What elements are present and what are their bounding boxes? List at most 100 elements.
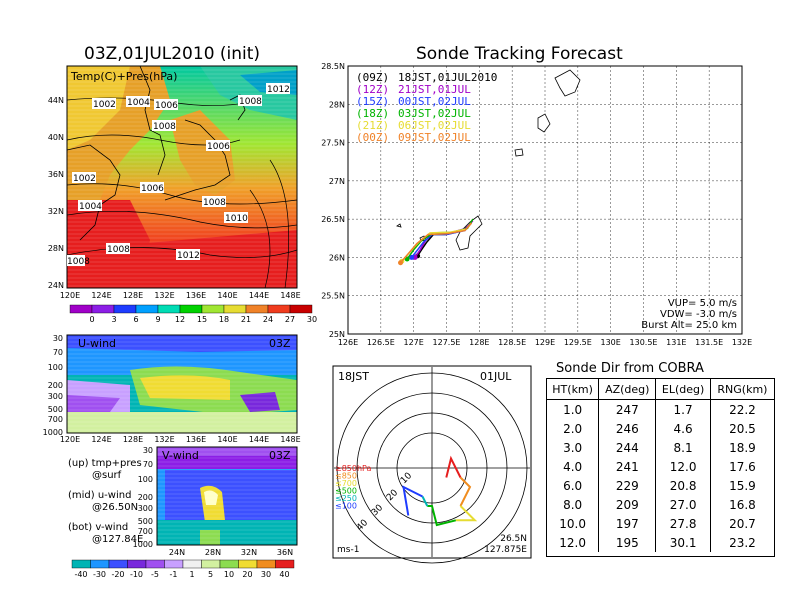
pressure-tick-label: 100 xyxy=(48,363,63,372)
col-header-rng: RNG(km) xyxy=(710,379,774,400)
lon-tick-label: 126E xyxy=(338,338,358,347)
track-endpoint xyxy=(409,254,415,260)
tracking-legend: (09Z) 18JST,01JUL2010 (12Z) 21JST,01JUL (15Z… xyxy=(356,71,497,144)
colorbar-swatch xyxy=(219,559,239,569)
track-line xyxy=(399,222,473,264)
sonde-parameters: VUP= 5.0 m/s VDW= -3.0 m/s Burst Alt= 25… xyxy=(641,298,737,331)
lat-tick-label: 32N xyxy=(241,548,257,557)
col-header-ht: HT(km) xyxy=(547,379,600,400)
note-bot-line2: @127.84E xyxy=(92,534,143,545)
u-wind-label: U-wind xyxy=(78,337,116,350)
panel-notes: (up) tmp+pres @surf (mid) u-wind @26.50N… xyxy=(68,458,143,545)
pressure-tick-label: 30 xyxy=(143,446,153,455)
colorbar-swatch xyxy=(127,559,147,569)
lon-tick-label: 124E xyxy=(91,291,111,300)
hodograph-date: 01JUL xyxy=(480,370,512,383)
colorbar-tick-label: 27 xyxy=(285,315,295,324)
lon-tick-label: 132E xyxy=(154,435,174,444)
legend-label: 06JST,02JUL xyxy=(398,119,471,132)
table-row: 12.0 195 30.1 23.2 xyxy=(547,533,774,552)
legend-code: (21Z) xyxy=(356,119,389,132)
colorbar-swatch xyxy=(223,304,247,314)
map-lon-axis: 120E 124E 128E 132E 136E 140E 144E 148E xyxy=(60,291,301,300)
pressure-tick-label: 300 xyxy=(48,392,63,401)
lon-tick-label: 131.5E xyxy=(695,338,723,347)
col-header-az: AZ(deg) xyxy=(598,379,657,400)
table-cell: 18.9 xyxy=(729,440,756,455)
colorbar-tick-label: 21 xyxy=(241,315,251,324)
isobar-label: 1008 xyxy=(153,122,176,132)
lon-tick-label: 132E xyxy=(732,338,752,347)
colorbar-swatch xyxy=(275,559,295,569)
hodograph-panel xyxy=(332,365,532,564)
pressure-tick-label: 300 xyxy=(138,504,153,513)
pressure-tick-label: 70 xyxy=(143,460,153,469)
table-row: 3.0 244 8.1 18.9 xyxy=(547,438,774,457)
table-cell: 20.7 xyxy=(729,516,756,531)
table-cell: 23.2 xyxy=(729,535,756,550)
colorbar-tick-label: 24 xyxy=(263,315,273,324)
tracking-lat-axis: 28.5N 28N 27.5N 27N 26.5N 26N 25.5N 25N xyxy=(321,62,345,339)
table-row: 2.0 246 4.6 20.5 xyxy=(547,419,774,438)
table-cell: 4.6 xyxy=(655,419,711,438)
table-cell: 247 xyxy=(598,399,657,419)
pressure-tick-label: 500 xyxy=(48,405,63,414)
lat-tick-label: 25N xyxy=(329,330,345,339)
note-mid-line2: @26.50N xyxy=(92,502,138,513)
hodograph-segment xyxy=(455,505,478,522)
map-panel-title: 03Z,01JUL2010 (init) xyxy=(84,44,261,64)
colorbar-tick-label: 3 xyxy=(111,315,116,324)
colorbar-tick-label: 6 xyxy=(133,315,138,324)
hodograph-segment xyxy=(445,455,462,478)
lon-tick-label: 128E xyxy=(123,435,143,444)
u-wind-lon-axis: 120E 124E 128E 132E 136E 140E 144E 148E xyxy=(60,435,301,444)
colorbar-tick-label: 40 xyxy=(279,570,289,579)
table-cell: 16.8 xyxy=(729,497,756,512)
lon-tick-label: 148E xyxy=(280,435,300,444)
lat-tick-label: 27.5N xyxy=(321,139,345,148)
colorbar-swatch xyxy=(238,559,258,569)
table-cell: 1.0 xyxy=(547,399,600,419)
u-wind-cross-section xyxy=(66,334,298,434)
colorbar-swatch xyxy=(201,304,225,314)
table-row: 8.0 209 27.0 16.8 xyxy=(547,495,774,514)
isobar-label: 1006 xyxy=(207,142,230,152)
table-title: Sonde Dir from COBRA xyxy=(556,361,704,376)
table-cell: 195 xyxy=(598,533,657,552)
hodograph-legend-item: ≥850hPa xyxy=(335,464,372,473)
hodograph-segment xyxy=(421,496,429,507)
isobar-label: 1008 xyxy=(67,257,90,267)
table-header-row: HT(km) AZ(deg) EL(deg) RNG(km) xyxy=(547,379,774,400)
table-row: 1.0 247 1.7 22.2 xyxy=(547,399,774,419)
lon-tick-label: 148E xyxy=(280,291,300,300)
hodograph-legend-item: ≤850 xyxy=(335,472,357,481)
colorbar-swatch xyxy=(164,559,184,569)
table-cell: 22.2 xyxy=(729,402,756,417)
colorbar-swatch xyxy=(108,559,128,569)
lon-tick-label: 120E xyxy=(60,435,80,444)
legend-label: 18JST,01JUL2010 xyxy=(398,71,497,84)
colorbar-swatch xyxy=(201,559,221,569)
pressure-tick-label: 1000 xyxy=(133,540,153,549)
table-cell: 20.5 xyxy=(729,421,756,436)
colorbar-tick-label: -5 xyxy=(151,570,159,579)
lon-tick-label: 132E xyxy=(154,291,174,300)
lat-tick-label: 28N xyxy=(205,548,221,557)
temperature-colorbar: 0 3 6 9 12 15 18 21 24 27 30 xyxy=(69,304,317,324)
note-mid-line1: (mid) u-wind xyxy=(68,490,131,501)
pressure-tick-label: 500 xyxy=(138,517,153,526)
lat-tick-label: 24N xyxy=(169,548,185,557)
colorbar-swatch xyxy=(113,304,137,314)
isobar-label: 1002 xyxy=(73,174,96,184)
colorbar-swatch xyxy=(179,304,203,314)
note-up-line1: (up) tmp+pres xyxy=(68,458,142,469)
lon-tick-label: 136E xyxy=(186,291,206,300)
isobar-label: 1006 xyxy=(141,184,164,194)
colorbar-tick-label: 1 xyxy=(189,570,194,579)
colorbar-tick-label: -40 xyxy=(74,570,87,579)
lat-tick-label: 24N xyxy=(48,281,64,290)
lon-tick-label: 128E xyxy=(469,338,489,347)
lon-tick-label: 130.5E xyxy=(630,338,658,347)
lat-tick-label: 26.5N xyxy=(321,215,345,224)
